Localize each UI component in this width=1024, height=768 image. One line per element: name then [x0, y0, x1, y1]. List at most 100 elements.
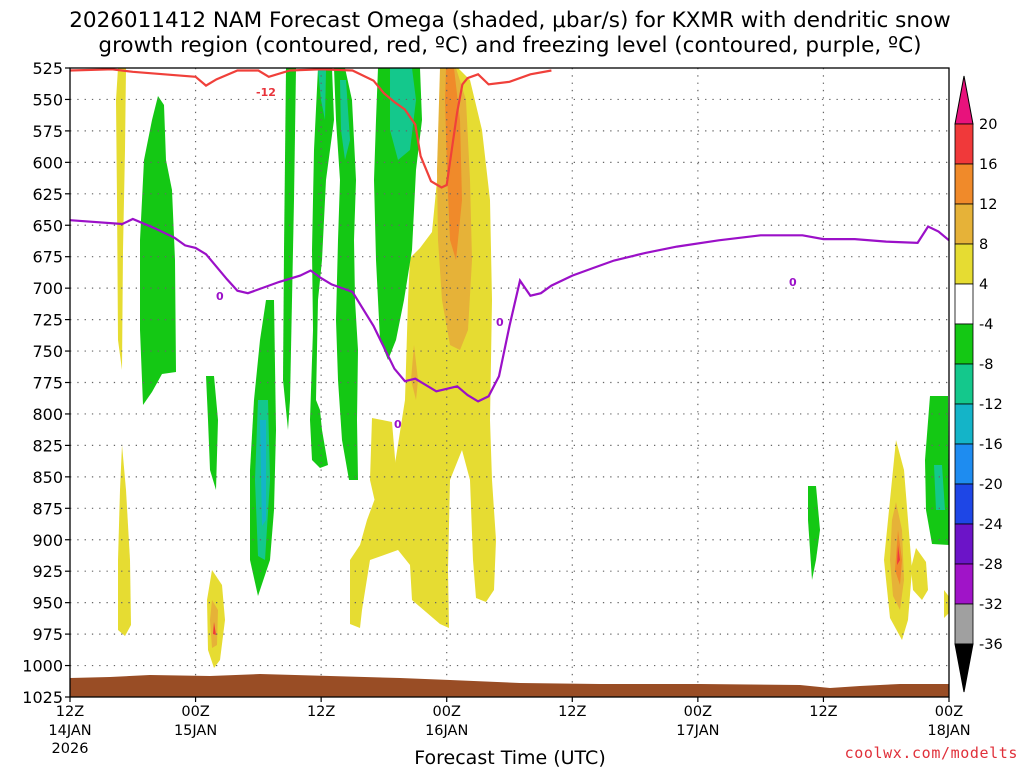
colorbar-label: -12: [979, 397, 1003, 413]
colorbar-label: 4: [979, 277, 988, 293]
colorbar-label: -36: [979, 637, 1003, 653]
x-tick-date: 18JAN: [927, 723, 970, 739]
x-tick-year: 2026: [52, 741, 89, 757]
y-tick-label: 925: [32, 562, 63, 581]
omega-region: [944, 590, 949, 618]
y-tick-label: 975: [32, 625, 63, 644]
x-axis-title: Forecast Time (UTC): [414, 747, 605, 768]
x-tick-label: 00Z: [935, 704, 963, 720]
credit-text: coolwx.com/modelts: [845, 744, 1018, 762]
colorbar-label: 20: [979, 117, 997, 133]
freezing-level-contour: [70, 217, 949, 403]
terrain: [70, 674, 949, 697]
y-tick-label: 700: [32, 279, 63, 298]
y-tick-label: 950: [32, 594, 63, 613]
y-tick-label: 825: [32, 436, 63, 455]
omega-region: [310, 68, 334, 468]
freezing-level-label: 0: [394, 418, 402, 431]
y-tick-label: 1025: [22, 688, 63, 707]
chart-title-line2: growth region (contoured, red, ºC) and f…: [98, 33, 921, 58]
dgz-contour: [70, 68, 552, 189]
omega-region: [897, 545, 900, 565]
x-tick-label: 12Z: [809, 704, 837, 720]
omega-region: [260, 420, 266, 526]
y-tick-label: 900: [32, 531, 63, 550]
colorbar-swatch: [954, 443, 974, 485]
y-tick-label: 525: [32, 59, 63, 78]
omega-region: [334, 68, 358, 480]
x-tick-date: 14JAN: [48, 723, 91, 739]
y-tick-label: 675: [32, 248, 63, 267]
colorbar-swatch: [954, 483, 974, 525]
y-tick-label: 600: [32, 153, 63, 172]
x-tick-label: 00Z: [181, 704, 209, 720]
x-tick-label: 12Z: [307, 704, 335, 720]
colorbar-swatch: [954, 163, 974, 205]
x-tick-date: 16JAN: [425, 723, 468, 739]
colorbar-label: -20: [979, 477, 1003, 493]
omega-region: [445, 68, 462, 260]
colorbar-label: -28: [979, 557, 1003, 573]
colorbar-swatch: [954, 203, 974, 245]
colorbar-label: -32: [979, 597, 1003, 613]
colorbar-swatch: [954, 323, 974, 365]
colorbar-swatch: [954, 403, 974, 445]
y-tick-label: 875: [32, 499, 63, 518]
omega-region: [140, 96, 176, 405]
omega-region: [118, 445, 131, 636]
omega-region: [934, 465, 945, 510]
colorbar-cap: [954, 643, 974, 693]
omega-region: [370, 418, 396, 515]
colorbar-label: -16: [979, 437, 1003, 453]
freezing-level-label: 0: [789, 276, 797, 289]
x-axis: 12Z 14JAN 2026 00Z 15JAN 12Z 00Z 16JAN 12Z 00Z 17J…: [48, 697, 971, 757]
gridlines: [70, 68, 949, 697]
omega-region: [340, 80, 350, 160]
y-tick-label: 575: [32, 122, 63, 141]
y-axis: 525 550 575 600 625 650 675 700 725 750 775 800 825 8…: [22, 59, 70, 707]
y-tick-label: 750: [32, 342, 63, 361]
omega-region: [213, 622, 216, 635]
x-tick-label: 12Z: [56, 704, 84, 720]
y-tick-label: 625: [32, 185, 63, 204]
omega-region: [318, 70, 326, 120]
omega-region: [116, 68, 126, 370]
y-tick-label: 725: [32, 311, 63, 330]
omega-shading: [116, 68, 949, 668]
colorbar-swatch: [954, 363, 974, 405]
x-tick-label: 00Z: [433, 704, 461, 720]
omega-region: [911, 548, 928, 600]
colorbar-label: -24: [979, 517, 1003, 533]
x-tick-date: 17JAN: [676, 723, 719, 739]
colorbar-swatch: [954, 523, 974, 565]
freezing-level-label: 0: [216, 290, 224, 303]
colorbar-label: -8: [979, 357, 993, 373]
chart-title-line1: 2026011412 NAM Forecast Omega (shaded, μ…: [69, 8, 951, 33]
y-tick-label: 650: [32, 216, 63, 235]
omega-region: [808, 486, 820, 580]
colorbar: 20 16 12 8 4 -4 -8 -12 -16 -20 -24 -28 -32 -36: [954, 75, 1003, 693]
colorbar-swatch: [954, 123, 974, 165]
omega-region: [206, 376, 218, 490]
colorbar-swatch: [954, 603, 974, 645]
x-tick-label: 00Z: [684, 704, 712, 720]
colorbar-swatch: [954, 563, 974, 605]
colorbar-label: 12: [979, 197, 997, 213]
colorbar-swatch: [954, 283, 974, 325]
colorbar-swatch: [954, 243, 974, 285]
x-tick-date: 15JAN: [174, 723, 217, 739]
y-tick-label: 800: [32, 405, 63, 424]
dgz-label: -12: [256, 86, 276, 99]
x-tick-label: 12Z: [558, 704, 586, 720]
y-tick-label: 775: [32, 374, 63, 393]
y-tick-label: 850: [32, 468, 63, 487]
colorbar-label: -4: [979, 317, 993, 333]
omega-region: [411, 345, 418, 400]
omega-region: [390, 68, 416, 160]
colorbar-label: 16: [979, 157, 997, 173]
freezing-level-label: 0: [496, 316, 504, 329]
colorbar-label: 8: [979, 237, 988, 253]
y-tick-label: 1000: [22, 657, 63, 676]
